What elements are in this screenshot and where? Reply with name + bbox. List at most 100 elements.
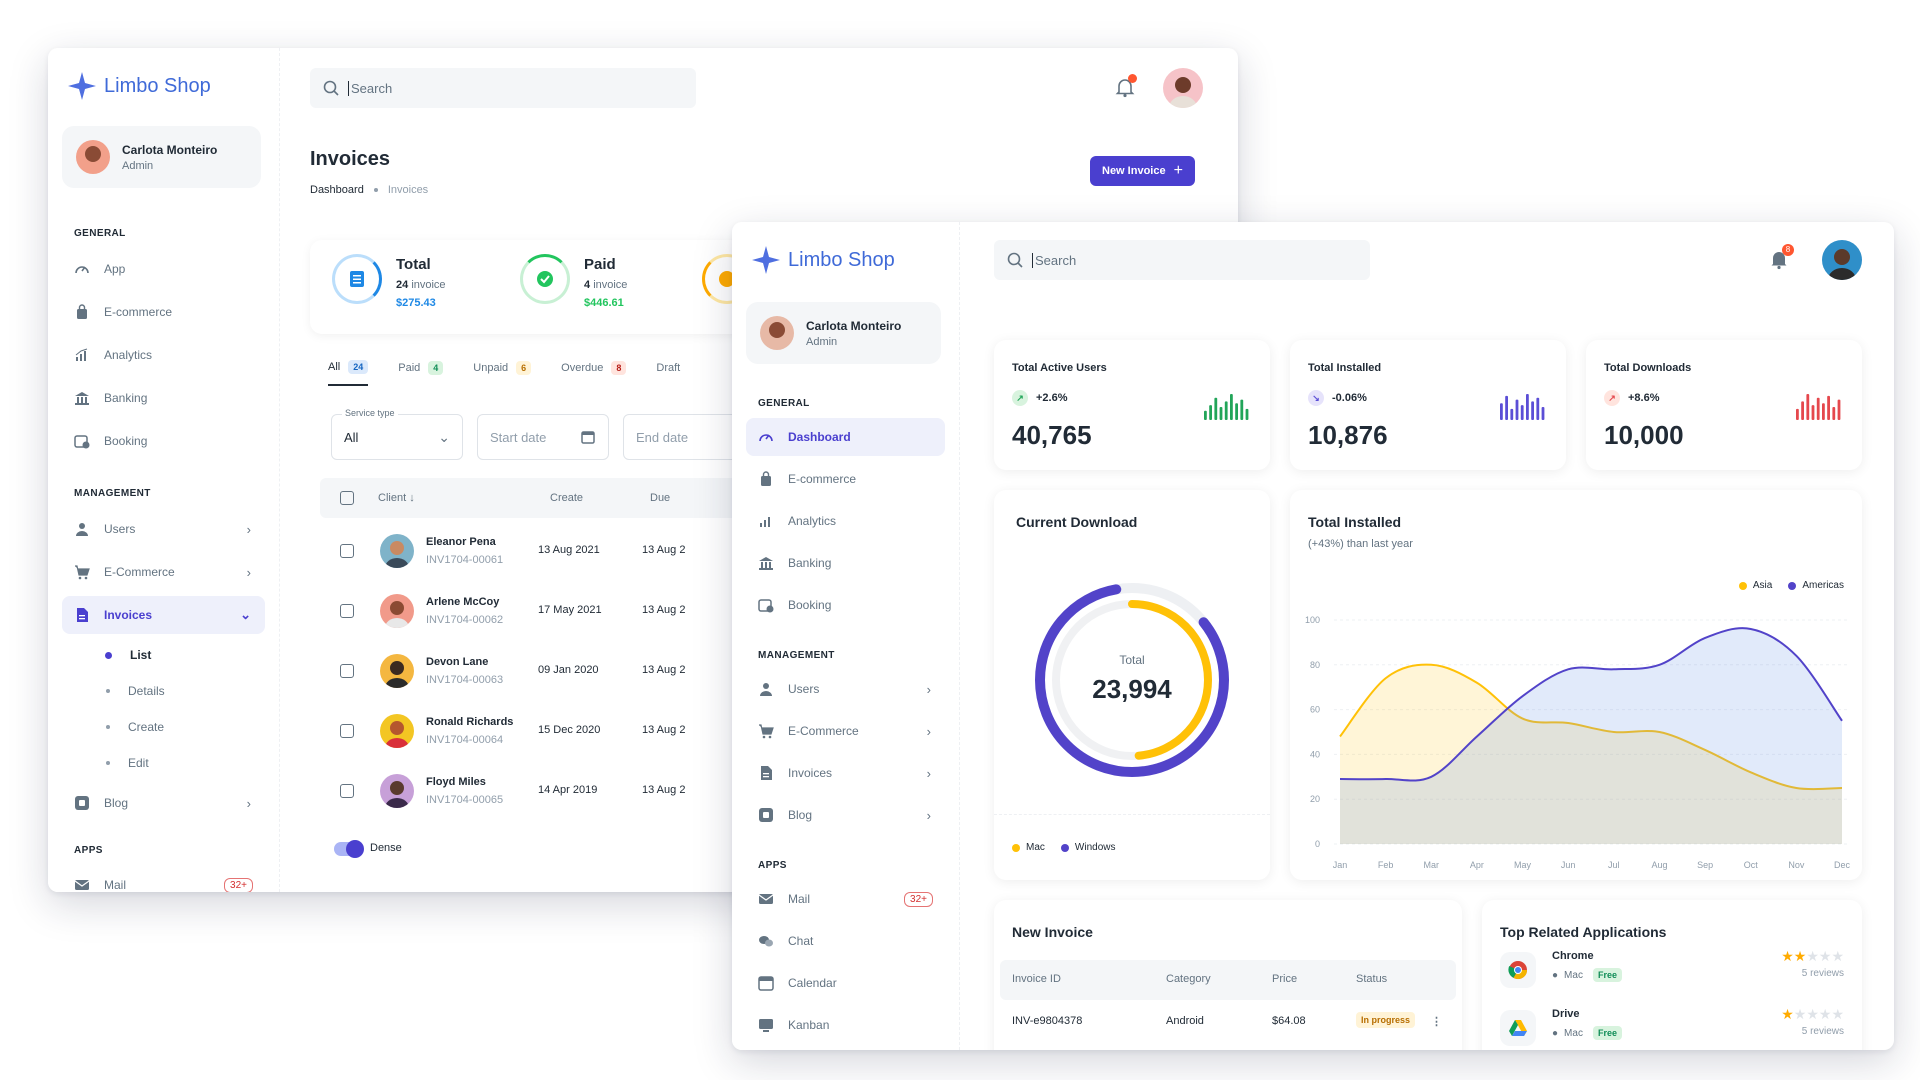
sparkline-bar [1224, 401, 1228, 420]
sidebar-item-blog[interactable]: Blog › [746, 796, 945, 834]
sidebar-item-banking[interactable]: Banking [746, 544, 945, 582]
page-title: Invoices [310, 148, 391, 170]
start-date-field[interactable]: Start date [477, 414, 609, 460]
table-row[interactable]: Arlene McCoy INV1704-00062 17 May 2021 13 A… [320, 582, 1220, 642]
row-checkbox[interactable] [340, 544, 354, 558]
table-row[interactable]: INV-e9804378 Android $64.08 In progress … [1000, 1002, 1456, 1032]
sparkline-bar [1816, 397, 1820, 420]
sparkline-bar [1235, 403, 1238, 420]
sidebar-item-invoices[interactable]: Invoices › [746, 754, 945, 792]
sidebar-item-chat[interactable]: Chat [746, 922, 945, 960]
column-create[interactable]: Create [550, 492, 584, 504]
row-checkbox[interactable] [340, 724, 354, 738]
list-item[interactable]: Drive ● Mac Free ★★★★★ 5 reviews [1500, 1004, 1844, 1050]
sidebar-item-ecommerce[interactable]: E-commerce [62, 293, 265, 331]
sparkline-bar [1832, 407, 1836, 420]
table-row[interactable]: Floyd Miles INV1704-00065 14 Apr 2019 13 Au… [320, 762, 1220, 822]
user-card[interactable]: Carlota Monteiro Admin [746, 302, 941, 364]
more-vertical-icon[interactable]: ⋮ [1431, 1016, 1442, 1028]
donut-legend: Mac Windows [1012, 842, 1115, 853]
subitem-edit[interactable]: Edit [106, 756, 149, 770]
sidebar-item-ecommerce-mgmt[interactable]: E-Commerce › [62, 553, 265, 591]
tab-unpaid[interactable]: Unpaid 6 [473, 360, 532, 386]
row-checkbox[interactable] [340, 604, 354, 618]
table-row[interactable]: Eleanor Pena INV1704-00061 13 Aug 2021 13 A… [320, 522, 1220, 582]
subitem-details[interactable]: Details [106, 684, 165, 698]
calendar-icon[interactable] [580, 429, 596, 445]
sidebar-item-invoices[interactable]: Invoices ⌄ [62, 596, 265, 634]
calendar-check-icon [758, 597, 774, 613]
total-installed-chart-card: Total Installed (+43%) than last year As… [1290, 490, 1862, 880]
account-avatar[interactable] [1822, 240, 1862, 280]
sidebar-item-booking[interactable]: Booking [746, 586, 945, 624]
dense-toggle[interactable] [334, 840, 364, 858]
bag-icon [74, 304, 90, 320]
sidebar-item-banking[interactable]: Banking [62, 379, 265, 417]
notification-bell[interactable]: 8 [1768, 244, 1794, 270]
user-card[interactable]: Carlota Monteiro Admin [62, 126, 261, 188]
status-badge: In progress [1356, 1012, 1416, 1028]
avatar-image [1828, 249, 1856, 280]
legend-asia: Asia [1738, 580, 1772, 591]
sidebar-item-analytics[interactable]: Analytics [62, 336, 265, 374]
sidebar-item-ecommerce[interactable]: E-commerce [746, 460, 945, 498]
gauge-icon [758, 429, 774, 445]
sidebar-item-ecommerce-mgmt[interactable]: E-Commerce › [746, 712, 945, 750]
sidebar-item-mail[interactable]: Mail 32+ [62, 866, 265, 892]
tab-draft[interactable]: Draft [656, 362, 681, 374]
sparkline-bar [1531, 401, 1534, 420]
row-checkbox[interactable] [340, 784, 354, 798]
invoice-icon [74, 607, 90, 623]
donut-segment-windows [1035, 583, 1229, 777]
sidebar-item-users[interactable]: Users › [746, 670, 945, 708]
sparkline-bar [1219, 407, 1223, 420]
new-invoice-button[interactable]: New Invoice + [1090, 156, 1195, 186]
list-item[interactable]: Chrome ● Mac Free ★★★★★ 5 reviews [1500, 946, 1844, 992]
sparkline-bar [1827, 395, 1830, 420]
table-row[interactable]: Ronald Richards INV1704-00064 15 Dec 2020 1… [320, 702, 1220, 762]
blog-icon [758, 807, 774, 823]
tab-overdue[interactable]: Overdue 8 [561, 360, 627, 386]
search-input[interactable]: Search [994, 240, 1370, 280]
sidebar-item-calendar[interactable]: Calendar [746, 964, 945, 1002]
sparkline-bar [1240, 399, 1244, 420]
trend-down-icon: ↘ [1308, 390, 1324, 406]
column-client[interactable]: Client ↓ [378, 492, 415, 504]
sidebar-item-blog[interactable]: Blog › [62, 784, 265, 822]
sidebar-item-users[interactable]: Users › [62, 510, 265, 548]
tab-paid[interactable]: Paid 4 [398, 360, 444, 386]
subitem-create[interactable]: Create [106, 720, 164, 734]
user-role: Admin [122, 159, 154, 172]
search-input[interactable]: Search [310, 68, 696, 108]
row-checkbox[interactable] [340, 664, 354, 678]
select-all-checkbox[interactable] [340, 491, 354, 505]
tab-all[interactable]: All 24 [328, 360, 369, 386]
section-general: GENERAL [758, 398, 810, 409]
chevron-right-icon: › [926, 723, 931, 739]
breadcrumb-current: Invoices [387, 184, 429, 196]
sidebar-item-mail[interactable]: Mail 32+ [746, 880, 945, 918]
sidebar-item-booking[interactable]: Booking [62, 422, 265, 460]
sidebar-item-analytics[interactable]: Analytics [746, 502, 945, 540]
sparkline-bar [1526, 394, 1529, 420]
breadcrumb-dashboard[interactable]: Dashboard [310, 184, 364, 196]
column-due[interactable]: Due [650, 492, 671, 504]
calendar-icon [758, 975, 774, 991]
chat-icon [758, 933, 774, 949]
service-type-select[interactable]: Service type All ⌄ [331, 408, 463, 460]
table-row[interactable]: Devon Lane INV1704-00063 09 Jan 2020 13 Aug… [320, 642, 1220, 702]
account-avatar[interactable] [1163, 68, 1203, 108]
logo[interactable]: Limbo Shop [750, 244, 895, 276]
logo[interactable]: Limbo Shop [66, 70, 211, 102]
notification-bell[interactable] [1114, 74, 1137, 98]
user-icon [74, 521, 90, 537]
x-tick-label: Apr [1470, 860, 1484, 870]
sidebar-item-dashboard[interactable]: Dashboard [746, 418, 945, 456]
series-line-asia [1339, 663, 1843, 791]
subitem-list[interactable]: List [105, 648, 151, 662]
x-tick-label: Dec [1834, 860, 1851, 870]
paid-ring [520, 254, 570, 304]
user-icon [758, 681, 774, 697]
sidebar-item-app[interactable]: App [62, 250, 265, 288]
sidebar-item-kanban[interactable]: Kanban [746, 1006, 945, 1044]
